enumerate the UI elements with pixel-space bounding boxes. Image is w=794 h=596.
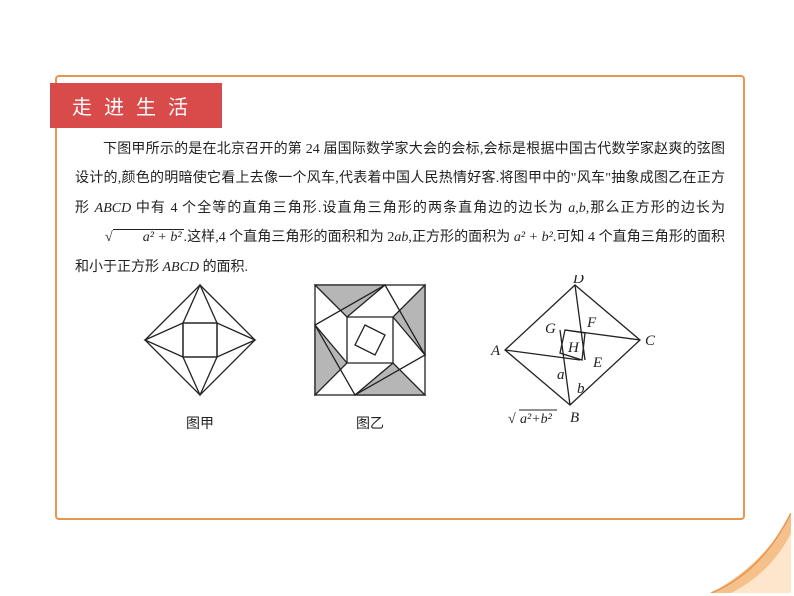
figure-b-caption: 图乙 xyxy=(356,413,384,433)
main-paragraph: 下图甲所示的是在北京召开的第 24 届国际数学家大会的会标,会标是根据中国古代数… xyxy=(75,135,725,282)
label-B: B xyxy=(570,410,579,426)
figure-a-svg xyxy=(135,275,265,405)
figure-a-block: 图甲 xyxy=(135,275,265,433)
figures-row: 图甲 图乙 xyxy=(75,275,725,475)
paragraph-content: 下图甲所示的是在北京召开的第 24 届国际数学家大会的会标,会标是根据中国古代数… xyxy=(75,135,725,282)
label-E: E xyxy=(592,355,602,371)
figure-labeled-svg: D C B A F G E H a b √ a²+b² xyxy=(475,275,665,450)
label-G: G xyxy=(545,321,556,337)
sqrt-radicand-1: a² + b² xyxy=(113,229,184,245)
label-a: a xyxy=(557,367,565,383)
label-F: F xyxy=(586,315,597,331)
page-curl-icon xyxy=(711,513,791,593)
section-title-banner: 走进生活 xyxy=(50,83,222,128)
text-p3: ,那么正方形的边长为 xyxy=(586,201,725,216)
section-title-text: 走进生活 xyxy=(72,97,200,119)
figure-b-block: 图乙 xyxy=(305,275,435,433)
math-abcd2: ABCD xyxy=(163,260,200,275)
label-D: D xyxy=(572,275,584,287)
svg-text:√: √ xyxy=(508,412,516,427)
label-A: A xyxy=(490,343,501,359)
text-p4: .这样,4 个直角三角形的面积和为 2 xyxy=(184,230,395,245)
sqrt-expr-1: √a² + b² xyxy=(75,223,184,252)
text-p5: ,正方形的面积为 xyxy=(408,230,513,245)
figure-b-svg xyxy=(305,275,435,405)
figure-a-caption: 图甲 xyxy=(186,413,214,433)
label-b: b xyxy=(577,381,585,397)
label-H: H xyxy=(567,340,580,356)
math-a2b2: a² + b² xyxy=(514,230,553,245)
label-sqrt: a²+b² xyxy=(520,412,553,427)
text-p7: 的面积. xyxy=(199,260,248,275)
math-abcd: ABCD xyxy=(95,201,132,216)
figure-labeled-block: D C B A F G E H a b √ a²+b² xyxy=(475,275,665,450)
math-b: b xyxy=(579,201,586,216)
text-p2: 中有 4 个全等的直角三角形.设直角三角形的两条直角边的边长为 xyxy=(131,201,568,216)
math-2ab: ab xyxy=(394,230,408,245)
label-C: C xyxy=(645,333,656,349)
